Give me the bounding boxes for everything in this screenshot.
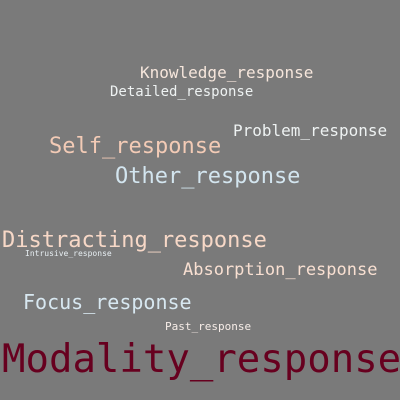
word-modality-response: Modality_response [2, 337, 400, 382]
word-detailed-response: Detailed_response [110, 84, 254, 100]
word-knowledge-response: Knowledge_response [140, 63, 314, 82]
word-focus-response: Focus_response [23, 290, 192, 314]
word-other-response: Other_response [115, 164, 301, 189]
word-past-response: Past_response [165, 320, 252, 333]
word-absorption-response: Absorption_response [183, 260, 378, 280]
word-distracting-response: Distracting_response [2, 228, 267, 253]
word-intrusive-response: Intrusive_response [25, 249, 112, 258]
word-problem-response: Problem_response [233, 121, 388, 140]
word-self-response: Self_response [49, 134, 222, 159]
